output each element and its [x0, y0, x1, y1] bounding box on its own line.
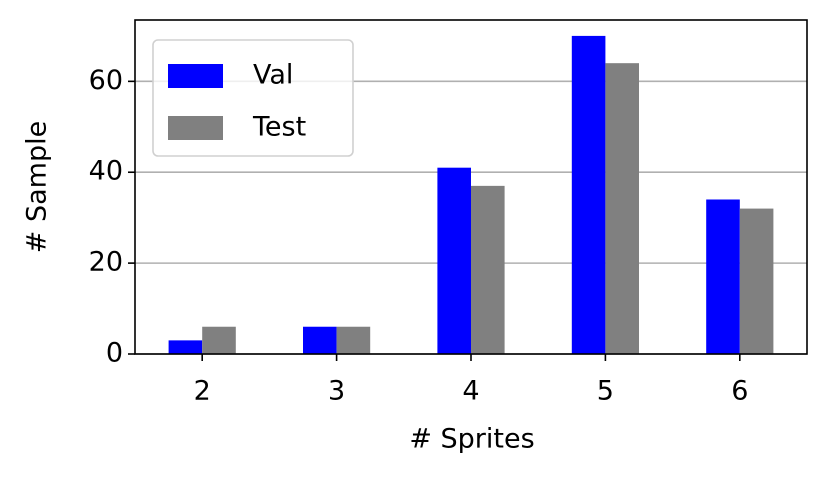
y-axis-label: # Sample	[22, 121, 53, 253]
y-tick-label: 0	[106, 338, 123, 369]
y-tick-label: 60	[89, 65, 123, 96]
x-tick-label: 3	[328, 376, 345, 407]
bar	[706, 199, 740, 354]
legend-swatch	[168, 116, 223, 140]
bar	[168, 340, 203, 354]
plot-frame	[134, 19, 808, 355]
y-tick-label: 20	[89, 247, 123, 278]
x-tick-label: 4	[462, 376, 479, 407]
bar	[303, 326, 337, 354]
legend-swatch	[168, 64, 223, 88]
legend-label: Test	[252, 112, 306, 143]
x-tick-label: 2	[194, 376, 211, 407]
bar	[571, 35, 606, 355]
bar	[202, 326, 236, 354]
bar	[437, 167, 471, 354]
bar	[605, 63, 639, 354]
bar	[739, 208, 774, 354]
x-axis-label: # Sprites	[409, 424, 534, 455]
y-tick-label: 40	[89, 156, 123, 187]
bar	[471, 185, 505, 354]
legend-label: Val	[253, 60, 293, 91]
x-tick-label: 6	[731, 376, 748, 407]
x-tick-label: 5	[597, 376, 614, 407]
bar	[336, 326, 371, 354]
